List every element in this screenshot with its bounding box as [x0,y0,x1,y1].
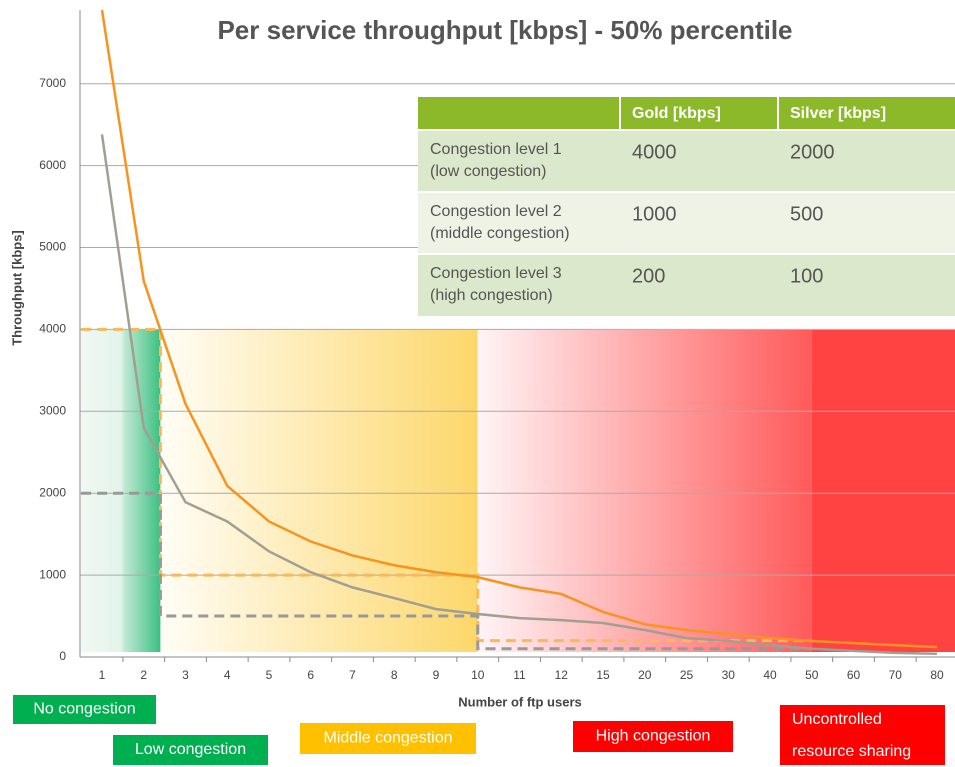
cell-value: 4000 [632,141,677,163]
x-tick-label: 10 [471,668,485,682]
zone-label: Uncontrolled [792,711,882,728]
series-line [100,9,938,649]
x-tick-label: 7 [349,668,356,682]
x-tick-label: 40 [763,668,777,682]
x-tick-label: 1 [99,668,106,682]
y-tick-label: 0 [59,649,66,663]
y-tick-label: 1000 [39,567,66,581]
x-tick-label: 80 [930,668,944,682]
threshold-line [81,491,812,651]
row-label: Congestion level 2 [430,203,562,220]
row-label: (low congestion) [430,163,547,180]
x-tick-label: 30 [722,668,736,682]
table-row [418,192,955,254]
y-axis-title: Throughput [kbps] [9,230,24,346]
row-label: (middle congestion) [430,225,570,242]
chart-title: Per service throughput [kbps] - 50% perc… [217,15,792,45]
y-tick-label: 3000 [39,403,66,417]
column-header: Gold [kbps] [632,105,721,122]
cell-value: 2000 [790,141,835,163]
x-tick-label: 50 [805,668,819,682]
zone-band [160,330,478,652]
x-tick-label: 2 [140,668,147,682]
zone-label: Middle congestion [324,730,453,747]
zone-band [81,330,161,652]
x-tick-label: 4 [224,668,231,682]
zone-band [477,330,812,652]
zone-label-box [13,695,156,724]
x-tick-label: 70 [889,668,903,682]
table-row [418,130,955,192]
zone-label-box [573,721,733,752]
x-tick-label: 25 [680,668,694,682]
x-tick-label: 11 [513,668,526,682]
y-tick-label: 7000 [39,76,66,90]
zone-band [811,330,955,652]
cell-value: 500 [790,203,823,225]
series-line [100,134,938,655]
x-tick-label: 20 [638,668,652,682]
x-tick-label: 3 [182,668,189,682]
zone-label: Low congestion [135,741,246,758]
zone-label: High congestion [596,728,711,745]
y-tick-label: 2000 [39,485,66,499]
row-label: Congestion level 1 [430,141,562,158]
x-tick-label: 9 [433,668,440,682]
y-tick-label: 4000 [39,322,66,336]
zone-label-box [300,723,476,754]
cell-value: 100 [790,265,823,287]
table-header [418,97,955,130]
x-tick-label: 6 [307,668,314,682]
y-tick-label: 6000 [39,158,66,172]
zone-label-box [780,705,945,765]
x-tick-label: 15 [596,668,610,682]
cell-value: 200 [632,265,665,287]
x-tick-label: 8 [391,668,398,682]
y-tick-label: 5000 [39,240,66,254]
column-header: Silver [kbps] [790,105,886,122]
x-tick-label: 12 [555,668,569,682]
row-label: Congestion level 3 [430,265,562,282]
x-tick-label: 5 [266,668,273,682]
cell-value: 1000 [632,203,677,225]
x-tick-label: 60 [847,668,861,682]
zone-label: resource sharing [792,743,911,760]
x-axis-title: Number of ftp users [458,694,582,709]
row-label: (high congestion) [430,287,553,304]
zone-label: No congestion [33,701,135,718]
zone-label-box [113,735,268,765]
table-row [418,254,955,316]
